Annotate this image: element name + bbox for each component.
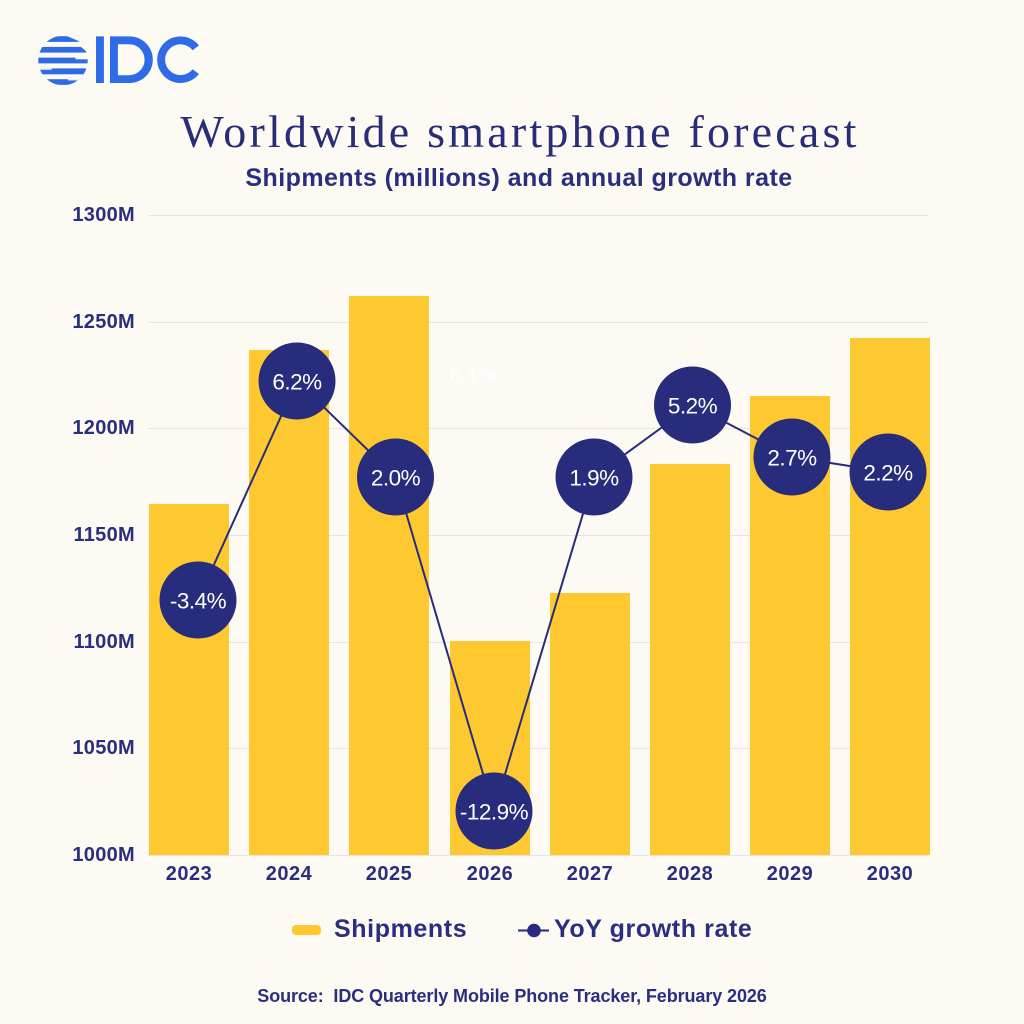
svg-text:2.2%: 2.2% xyxy=(863,461,913,486)
svg-text:1.9%: 1.9% xyxy=(569,466,619,491)
svg-text:2.7%: 2.7% xyxy=(767,446,817,471)
svg-text:-12.9%: -12.9% xyxy=(460,800,529,825)
svg-text:2.0%: 2.0% xyxy=(371,466,421,491)
svg-text:6.2%: 6.2% xyxy=(272,370,322,395)
svg-text:-3.4%: -3.4% xyxy=(170,589,227,614)
svg-text:5.2%: 5.2% xyxy=(668,394,718,419)
